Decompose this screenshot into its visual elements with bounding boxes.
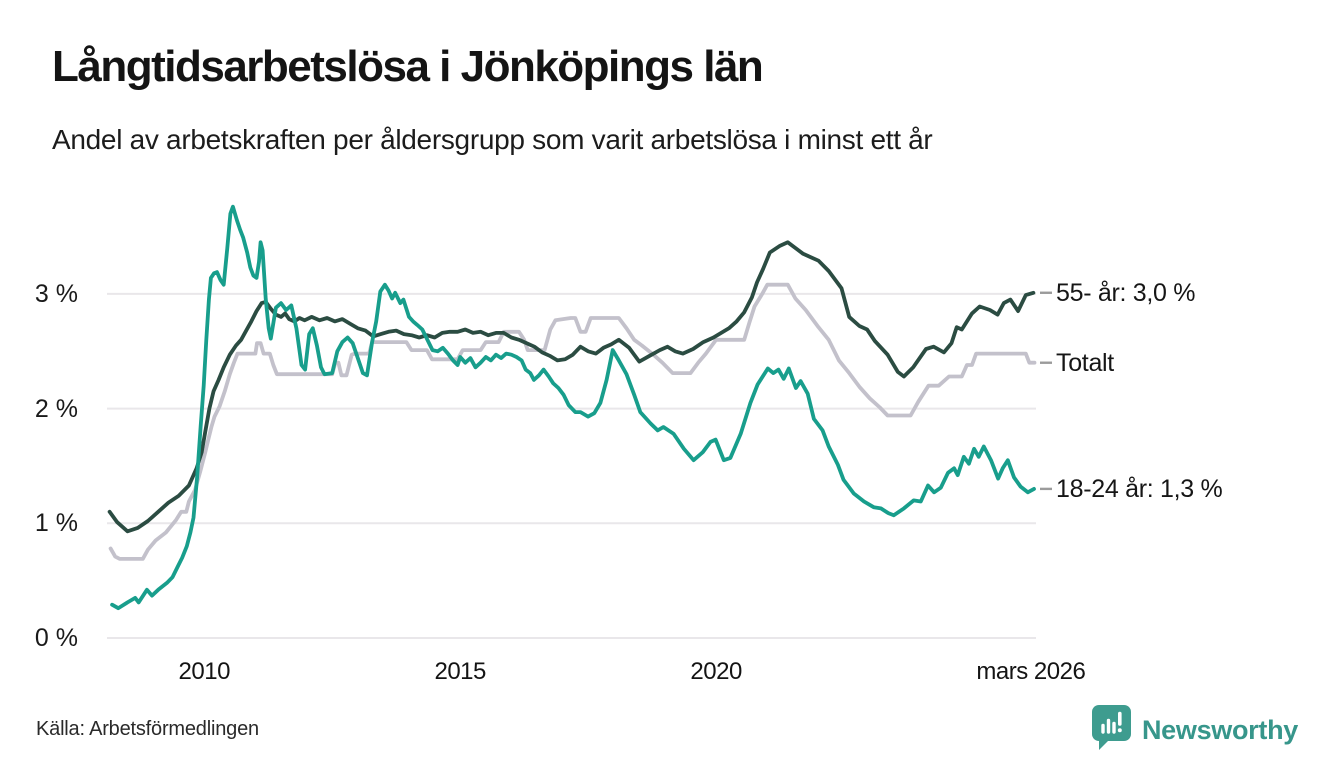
chart-subtitle: Andel av arbetskraften per åldersgrupp s… (52, 124, 933, 155)
series-line-18-24-r (110, 204, 1036, 611)
y-axis-tick-2: 2 % (34, 394, 78, 423)
x-axis-tick-2015: 2015 (434, 658, 486, 685)
x-axis-tick-2010: 2010 (178, 658, 231, 685)
source-note: Källa: Arbetsförmedlingen (36, 718, 259, 740)
y-axis-tick-1: 1 % (34, 509, 78, 538)
x-axis-tick-mars-2026: mars 2026 (976, 658, 1086, 685)
brand-name: Newsworthy (1141, 714, 1298, 745)
series-line-55-r (107, 240, 1036, 534)
y-axis-tick-3: 3 % (34, 279, 78, 308)
page-title: Långtidsarbetslösa i Jönköpings län (52, 42, 764, 91)
series-label-18-24-ar: 18-24 år: 1,3 % (1056, 474, 1223, 503)
series-line-totalt (108, 282, 1037, 561)
y-axis-tick-0: 0 % (34, 624, 78, 652)
bar-chart-speech-bubble-icon (1091, 704, 1132, 756)
brand-logo: Newsworthy (1091, 704, 1298, 756)
series-label-totalt: Totalt (1056, 348, 1114, 377)
x-axis-tick-2020: 2020 (690, 658, 742, 685)
series-label-55-ar: 55- år: 3,0 % (1056, 278, 1196, 307)
